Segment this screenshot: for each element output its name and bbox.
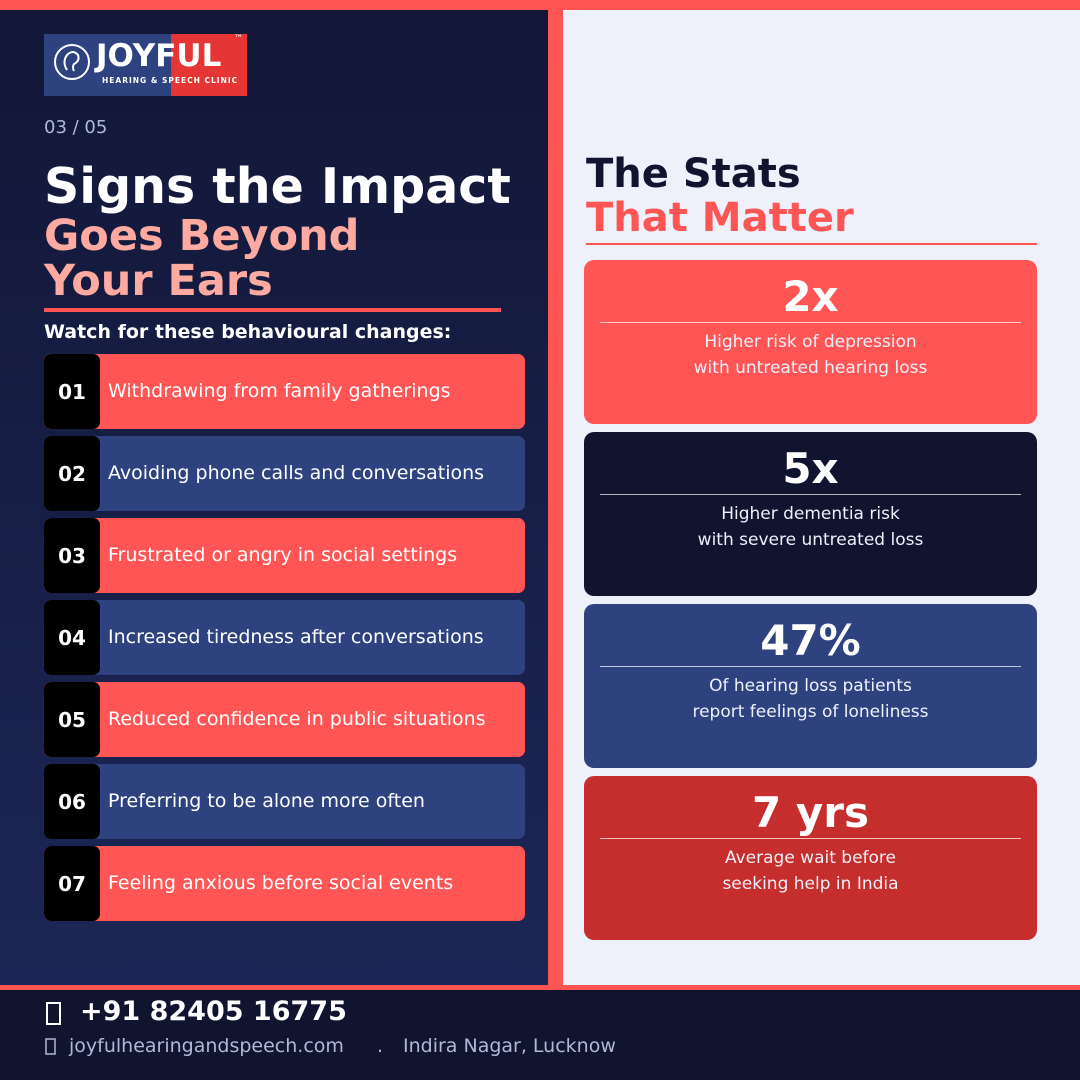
title-line: Your Ears: [44, 256, 273, 306]
stat-description: with untreated hearing loss: [693, 358, 928, 378]
stat-card: 47% Of hearing loss patients report feelin…: [584, 604, 1037, 768]
stat-card: 5x Higher dementia risk with severe untrea…: [584, 432, 1037, 596]
item-text: Avoiding phone calls and conversations: [108, 462, 485, 484]
web-icon: [45, 1038, 56, 1055]
stat-value: 5x: [782, 444, 839, 493]
item-row: 05 Reduced confidence in public situation…: [44, 682, 525, 757]
title-line: Signs the Impact: [44, 158, 511, 215]
stats-heading: The Stats: [586, 151, 801, 197]
phone-icon: [46, 1002, 61, 1025]
stat-description: Of hearing loss patients: [709, 676, 912, 696]
phone: +91 82405 16775: [80, 996, 347, 1027]
stat-value: 7 yrs: [752, 788, 869, 837]
location: Indira Nagar, Lucknow: [403, 1035, 616, 1057]
website: joyfulhearingandspeech.com: [69, 1035, 344, 1057]
item-row: 06 Preferring to be alone more often: [44, 764, 525, 839]
stat-divider: [600, 838, 1021, 839]
stat-description: Higher dementia risk: [721, 504, 900, 524]
item-row: 02 Avoiding phone calls and conversations: [44, 436, 525, 511]
logo-red: [171, 34, 247, 96]
item-text: Withdrawing from family gatherings: [108, 380, 451, 402]
stat-description: with severe untreated loss: [697, 530, 924, 550]
item-row: 03 Frustrated or angry in social settings: [44, 518, 525, 593]
subtitle: Watch for these behavioural changes:: [44, 321, 452, 343]
item-number: 01: [44, 354, 100, 429]
logo-brand: JOYFUL: [96, 38, 221, 74]
title-line: Goes Beyond: [44, 211, 360, 261]
item-text: Preferring to be alone more often: [108, 790, 425, 812]
separator: .: [377, 1035, 384, 1057]
item-number: 03: [44, 518, 100, 593]
stat-description: Average wait before: [724, 848, 897, 868]
page-counter: 03 / 05: [44, 117, 108, 138]
stats-heading: That Matter: [586, 195, 854, 241]
stat-card: 2x Higher risk of depression with untreate…: [584, 260, 1037, 424]
stat-description: report feelings of loneliness: [692, 702, 929, 722]
item-row: 07 Feeling anxious before social events: [44, 846, 525, 921]
logo-icon: [54, 44, 90, 80]
stat-divider: [600, 494, 1021, 495]
brand-second: FUL: [155, 38, 222, 74]
stat-value: 2x: [782, 272, 839, 321]
logo: JOYFUL ™ HEARING & SPEECH CLINIC: [44, 34, 247, 96]
item-row: 01 Withdrawing from family gatherings: [44, 354, 525, 429]
item-number: 06: [44, 764, 100, 839]
footer: [0, 990, 1080, 1080]
logo-tagline: HEARING & SPEECH CLINIC: [102, 76, 239, 85]
title-underline: [44, 308, 501, 312]
stat-card: 7 yrs Average wait before seeking help in …: [584, 776, 1037, 940]
item-text: Frustrated or angry in social settings: [108, 544, 458, 566]
stat-divider: [600, 666, 1021, 667]
stat-description: seeking help in India: [722, 874, 899, 894]
item-text: Feeling anxious before social events: [108, 872, 454, 894]
item-number: 02: [44, 436, 100, 511]
stats-underline: [586, 243, 1037, 245]
item-text: Increased tiredness after conversations: [108, 626, 484, 648]
item-number: 05: [44, 682, 100, 757]
trademark: ™: [234, 34, 243, 44]
item-number: 07: [44, 846, 100, 921]
stat-divider: [600, 322, 1021, 323]
brand-first: JOY: [96, 38, 156, 74]
stat-value: 47%: [760, 616, 861, 665]
item-text: Reduced confidence in public situations: [108, 708, 486, 730]
stat-description: Higher risk of depression: [704, 332, 917, 352]
item-number: 04: [44, 600, 100, 675]
item-row: 04 Increased tiredness after conversation…: [44, 600, 525, 675]
